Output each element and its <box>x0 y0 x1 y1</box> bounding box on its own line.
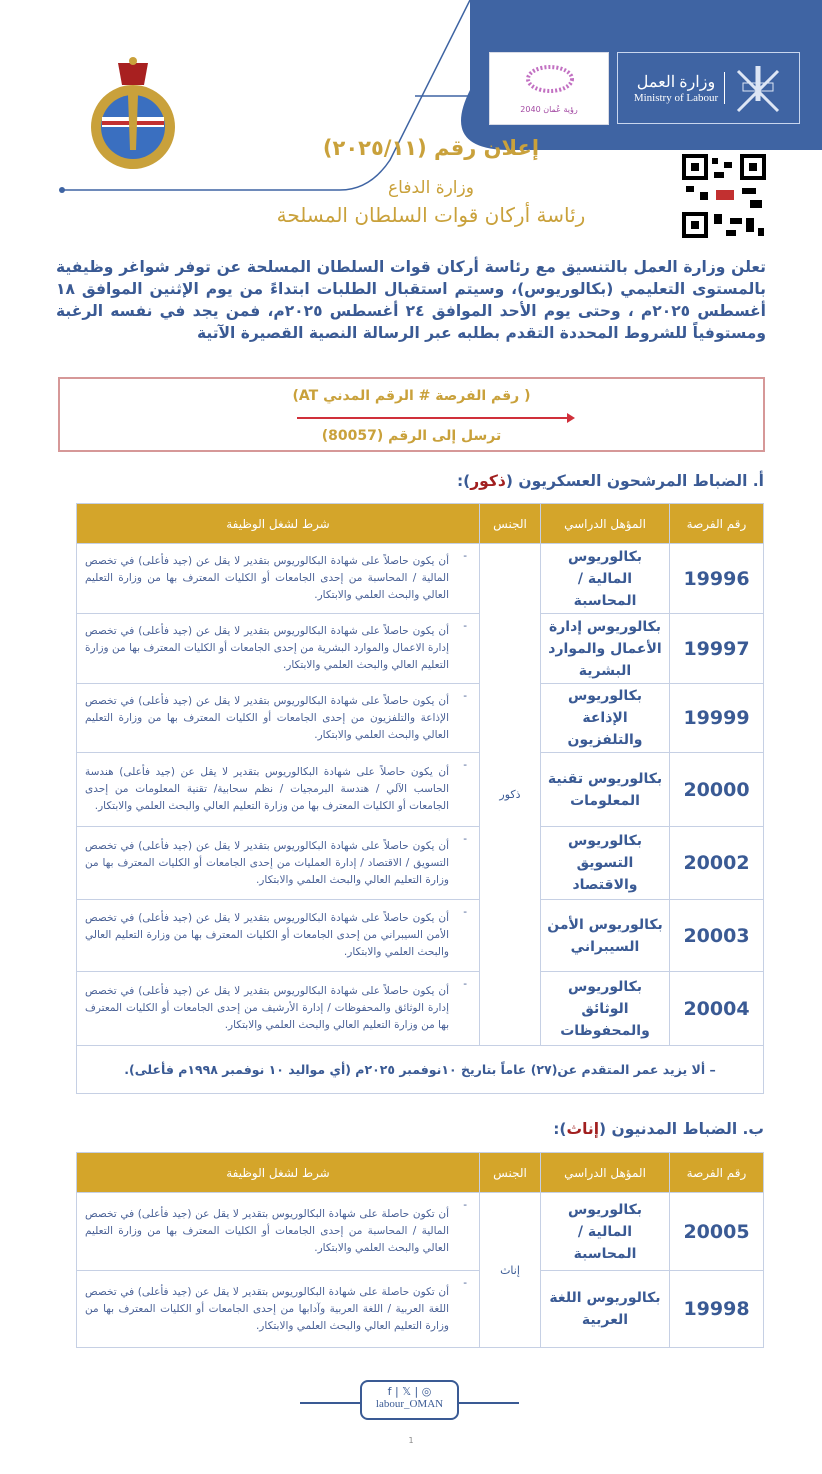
social-handle[interactable]: labour_OMAN <box>375 1398 444 1410</box>
opportunity-number: 20005 <box>669 1192 764 1271</box>
qualification: بكالوريوس المالية / المحاسبة <box>540 1192 670 1271</box>
col-condition: شرط لشغل الوظيفة <box>76 1152 480 1193</box>
decorative-line <box>62 0 471 191</box>
opportunity-number: 20003 <box>669 899 764 972</box>
qr-code[interactable] <box>680 152 768 240</box>
footer-divider <box>300 1402 360 1404</box>
job-condition: أن يكون حاصلاً على شهادة البكالوريوس بتق… <box>76 826 480 900</box>
col-qualification: المؤهل الدراسي <box>540 1152 670 1193</box>
table-row: 20004 بكالوريوس الوثائق والمحفوظات أن يكو… <box>76 971 764 1046</box>
ministry-name-en: Ministry of Labour <box>633 92 719 104</box>
table-row: 20003 بكالوريوس الأمن السيبراني أن يكون ح… <box>76 899 764 972</box>
section-a-heading: أ. الضباط المرشحون العسكريون (ذكور): <box>457 472 764 490</box>
vision-logo-text: رؤية عُمان 2040 <box>520 105 578 114</box>
table-female-officers: رقم الفرصة المؤهل الدراسي الجنس شرط لشغل… <box>76 1152 764 1348</box>
section-b-end: ): <box>553 1120 567 1138</box>
qualification: بكالوريوس الوثائق والمحفوظات <box>540 971 670 1046</box>
qualification: بكالوريوس الأمن السيبراني <box>540 899 670 972</box>
col-qualification: المؤهل الدراسي <box>540 503 670 544</box>
opportunity-number: 19997 <box>669 613 764 684</box>
instagram-icon[interactable]: ◎ <box>421 1385 432 1398</box>
col-gender: الجنس <box>479 1152 541 1193</box>
qualification: بكالوريوس المالية / المحاسبة <box>540 543 670 614</box>
ministry-title: وزارة الدفاع <box>388 178 474 198</box>
opportunity-number: 19996 <box>669 543 764 614</box>
section-a-title: أ. الضباط المرشحون العسكريون ( <box>505 472 764 490</box>
intro-paragraph: تعلن وزارة العمل بالتنسيق مع رئاسة أركان… <box>56 258 766 342</box>
qualification: بكالوريوس إدارة الأعمال والموارد البشرية <box>540 613 670 684</box>
table-row: 19996 بكالوريوس المالية / المحاسبةذكورأن… <box>76 543 764 1046</box>
qualification: بكالوريوس تقنية المعلومات <box>540 752 670 827</box>
table-male-officers: رقم الفرصة المؤهل الدراسي الجنس شرط لشغل… <box>76 503 764 1094</box>
section-b-heading: ب. الضباط المدنيون (إناث): <box>553 1120 764 1138</box>
arrow-icon <box>297 413 575 423</box>
section-a-gender: ذكور <box>470 472 506 490</box>
col-opportunity-number: رقم الفرصة <box>669 1152 764 1193</box>
job-condition: أن يكون حاصلاً على شهادة البكالوريوس بتق… <box>76 899 480 972</box>
table-row: 20005 بكالوريوس المالية / المحاسبةإناثأن… <box>76 1192 764 1348</box>
job-condition: أن يكون حاصلاً على شهادة البكالوريوس بتق… <box>76 752 480 827</box>
col-condition: شرط لشغل الوظيفة <box>76 503 480 544</box>
qualification: بكالوريوس اللغة العربية <box>540 1270 670 1348</box>
opportunity-number: 19998 <box>669 1270 764 1348</box>
social-media-box[interactable]: f | 𝕏 | ◎ labour_OMAN <box>360 1380 459 1420</box>
ministry-of-labour-logo: وزارة العمل Ministry of Labour <box>617 52 800 124</box>
sms-format: ( رقم الفرصة # الرقم المدني AT) <box>292 388 531 404</box>
age-note: – ألا يزيد عمر المتقدم عن(٢٧) عاماً بتار… <box>76 1045 764 1094</box>
opportunity-number: 20000 <box>669 752 764 827</box>
section-b-title: ب. الضباط المدنيون ( <box>599 1120 764 1138</box>
sms-number: ترسل إلى الرقم (80057) <box>321 428 502 444</box>
opportunity-number: 20002 <box>669 826 764 900</box>
job-condition: أن يكون حاصلاً على شهادة البكالوريوس بتق… <box>76 543 480 614</box>
oman-emblem-icon <box>737 65 780 112</box>
vision-swirl-icon <box>526 65 574 93</box>
sultan-armed-forces-emblem <box>91 57 175 169</box>
qualification: بكالوريوس التسويق والاقتصاد <box>540 826 670 900</box>
job-condition: أن تكون حاصلة على شهادة البكالوريوس بتقد… <box>76 1192 480 1271</box>
ministry-name-ar: وزارة العمل <box>636 74 716 91</box>
section-b-gender: إناث <box>566 1120 600 1138</box>
job-condition: أن يكون حاصلاً على شهادة البكالوريوس بتق… <box>76 971 480 1046</box>
col-gender: الجنس <box>479 503 541 544</box>
table-row: 19997 بكالوريوس إدارة الأعمال والموارد ا… <box>76 613 764 684</box>
opportunity-number: 20004 <box>669 971 764 1046</box>
table-row: 19999 بكالوريوس الإذاعة والتلفزيون أن يكو… <box>76 683 764 753</box>
job-condition: أن يكون حاصلاً على شهادة البكالوريوس بتق… <box>76 683 480 753</box>
table-row: 19998 بكالوريوس اللغة العربية أن تكون حاص… <box>76 1270 764 1348</box>
opportunity-number: 19999 <box>669 683 764 753</box>
job-condition: أن تكون حاصلة على شهادة البكالوريوس بتقد… <box>76 1270 480 1348</box>
facebook-icon[interactable]: f <box>387 1385 392 1398</box>
table-row: 20002 بكالوريوس التسويق والاقتصاد أن يكون… <box>76 826 764 900</box>
job-condition: أن يكون حاصلاً على شهادة البكالوريوس بتق… <box>76 613 480 684</box>
col-opportunity-number: رقم الفرصة <box>669 503 764 544</box>
sms-instructions-box: ( رقم الفرصة # الرقم المدني AT) ترسل إلى… <box>58 377 765 452</box>
x-icon[interactable]: 𝕏 <box>402 1385 412 1398</box>
section-a-end: ): <box>456 472 471 490</box>
announcement-title: إعلان رقم (٢٠٢٥/١١) <box>322 136 540 160</box>
qualification: بكالوريوس الإذاعة والتلفزيون <box>540 683 670 753</box>
table-row: 20000 بكالوريوس تقنية المعلومات أن يكون ح… <box>76 752 764 827</box>
gender: ذكور <box>479 543 541 1046</box>
gender: إناث <box>479 1192 541 1348</box>
page-number: 1 <box>408 1436 414 1445</box>
oman-vision-logo: رؤية عُمان 2040 <box>489 52 609 125</box>
age-note-row: – ألا يزيد عمر المتقدم عن(٢٧) عاماً بتار… <box>76 1045 764 1094</box>
footer-divider <box>459 1402 519 1404</box>
organization-title: رئاسة أركان قوات السلطان المسلحة <box>276 203 586 227</box>
